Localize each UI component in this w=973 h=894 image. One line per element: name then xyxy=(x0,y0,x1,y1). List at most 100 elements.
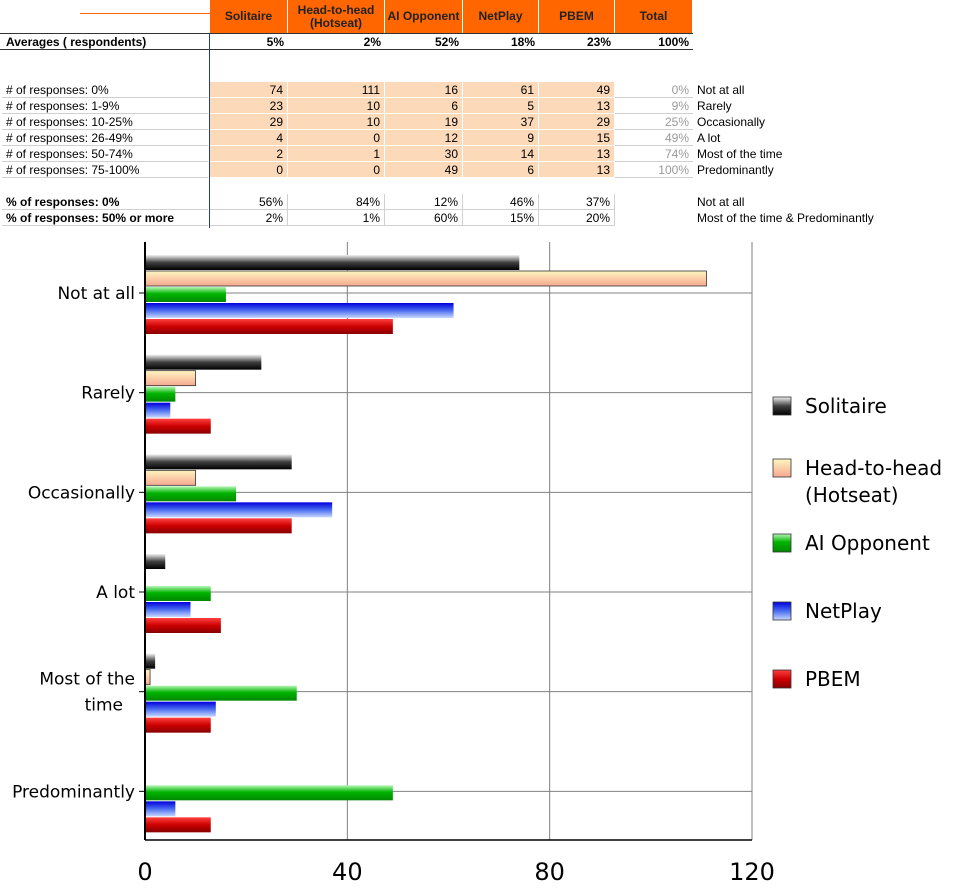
bar-pbem xyxy=(145,618,221,633)
percent-note: Not at all xyxy=(697,195,745,209)
response-row-label: # of responses: 0% xyxy=(2,82,208,98)
response-count: 49 xyxy=(539,82,615,98)
percent-value: 2% xyxy=(210,210,288,226)
averages-value: 52% xyxy=(434,35,459,49)
response-count: 9 xyxy=(463,130,539,146)
column-header: AI Opponent xyxy=(385,0,463,33)
response-count: 13 xyxy=(539,98,615,114)
response-count: 29 xyxy=(210,114,288,130)
response-count: 15 xyxy=(539,130,615,146)
bar-netplay xyxy=(145,602,191,617)
bar-pbem xyxy=(145,518,292,534)
percent-value: 56% xyxy=(210,194,288,210)
bar-netplay xyxy=(145,502,333,518)
bar-solitaire xyxy=(145,454,292,470)
bar-ai-opponent xyxy=(145,287,226,302)
averages-value: 5% xyxy=(266,35,284,49)
response-count: 10 xyxy=(288,114,385,130)
response-count: 37 xyxy=(463,114,539,130)
percent-row-label: % of responses: 0% xyxy=(2,194,208,210)
category-label: Not at all xyxy=(57,284,135,304)
legend-swatch xyxy=(772,669,792,689)
response-category: Rarely xyxy=(697,99,732,113)
column-header: NetPlay xyxy=(463,0,539,33)
column-header: Solitaire xyxy=(210,0,288,33)
legend-swatch xyxy=(772,458,792,478)
bar-ai-opponent xyxy=(145,486,237,502)
response-total: 100% xyxy=(615,162,693,178)
bar-pbem xyxy=(145,319,393,334)
response-count: 2 xyxy=(210,146,288,162)
response-count: 30 xyxy=(385,146,463,162)
response-count: 13 xyxy=(539,146,615,162)
response-count: 13 xyxy=(539,162,615,178)
category-label: Rarely xyxy=(81,384,135,404)
percent-value: 37% xyxy=(539,194,615,210)
bar-ai-opponent xyxy=(145,586,211,601)
column-header: Head-to-head (Hotseat) xyxy=(288,0,385,33)
bar-head-to-head-hotseat- xyxy=(144,469,196,486)
bar-pbem xyxy=(145,817,211,833)
table-corner xyxy=(80,13,210,14)
bar-netplay xyxy=(145,402,171,418)
response-category: Most of the time xyxy=(697,147,783,161)
bar-pbem xyxy=(145,717,211,733)
x-tick-label: 40 xyxy=(332,858,363,886)
bar-solitaire xyxy=(145,255,520,270)
legend-label-line: (Hotseat) xyxy=(805,483,899,507)
percent-value: 60% xyxy=(385,210,463,226)
bar-ai-opponent xyxy=(145,685,297,701)
x-tick-label: 80 xyxy=(534,858,565,886)
bar-head-to-head-hotseat- xyxy=(144,370,196,387)
percent-value: 1% xyxy=(288,210,385,226)
legend-label: Head-to-head (Hotseat) xyxy=(805,456,942,507)
response-total: 74% xyxy=(615,146,693,162)
percent-value: 46% xyxy=(463,194,539,210)
response-count: 5 xyxy=(463,98,539,114)
response-row-label: # of responses: 10-25% xyxy=(2,114,208,130)
x-tick-label: 0 xyxy=(137,858,152,886)
response-category: Occasionally xyxy=(697,115,766,129)
percent-value: 84% xyxy=(288,194,385,210)
legend-swatch xyxy=(772,533,792,553)
row-divider xyxy=(0,49,693,50)
response-count: 0 xyxy=(210,162,288,178)
bar-pbem xyxy=(145,418,211,434)
averages-label: Averages ( respondents) xyxy=(6,35,147,49)
legend-label: Solitaire xyxy=(805,394,887,418)
category-label-line: time xyxy=(85,696,123,716)
column-header: PBEM xyxy=(539,0,615,33)
averages-value: 100% xyxy=(658,35,689,49)
bar-ai-opponent xyxy=(145,386,176,402)
column-header: Total xyxy=(615,0,693,33)
percent-value: 15% xyxy=(463,210,539,226)
response-count: 10 xyxy=(288,98,385,114)
category-label: A lot xyxy=(96,583,135,603)
legend-label: AI Opponent xyxy=(805,531,930,555)
percent-row-label: % of responses: 50% or more xyxy=(2,210,208,226)
legend-swatch xyxy=(772,396,792,416)
response-category: A lot xyxy=(697,131,721,145)
response-row-label: # of responses: 1-9% xyxy=(2,98,208,114)
bar-netplay xyxy=(145,801,176,817)
bar-chart: 0 40 80 120 Not at all Rarely Occasionally A lo… xyxy=(12,242,942,886)
legend-label: PBEM xyxy=(805,667,861,691)
response-count: 0 xyxy=(288,162,385,178)
legend-label: NetPlay xyxy=(805,599,882,623)
percent-note: Most of the time & Predominantly xyxy=(697,211,874,225)
response-count: 111 xyxy=(288,82,385,98)
category-label: Occasionally xyxy=(28,483,135,503)
spreadsheet-table: Solitaire Head-to-head (Hotseat) AI Oppone… xyxy=(0,0,874,228)
percent-value: 12% xyxy=(385,194,463,210)
legend-swatch xyxy=(772,601,792,621)
response-category: Not at all xyxy=(697,83,745,97)
percent-value: 20% xyxy=(539,210,615,226)
response-count: 49 xyxy=(385,162,463,178)
response-row-label: # of responses: 26-49% xyxy=(2,130,208,146)
bar-netplay xyxy=(145,303,454,318)
response-total: 9% xyxy=(615,98,693,114)
column-divider xyxy=(209,33,210,228)
response-count: 74 xyxy=(210,82,288,98)
response-count: 4 xyxy=(210,130,288,146)
response-count: 19 xyxy=(385,114,463,130)
